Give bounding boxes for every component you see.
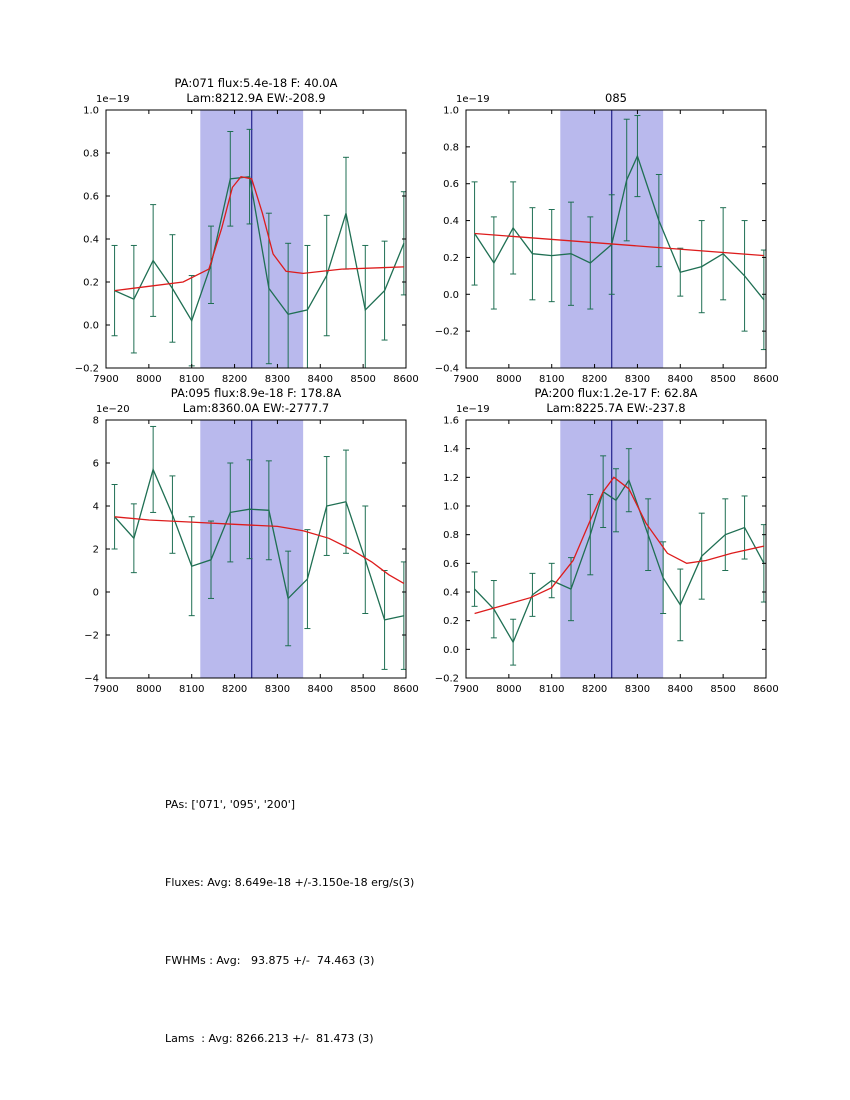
- svg-text:−0.2: −0.2: [435, 674, 459, 685]
- svg-text:1e−19: 1e−19: [96, 94, 130, 105]
- svg-text:0.8: 0.8: [83, 149, 99, 160]
- subplot-pa095-canvas: 7900 8000 8100 8200 8300 8400 8500 8600 −4 −2 0 2 4 6…: [84, 386, 418, 695]
- svg-text:0.0: 0.0: [443, 290, 459, 301]
- subplot-pa071-canvas: 7900 8000 8100 8200 8300 8400 8500 8600 −0.2 0.0 0…: [75, 76, 419, 385]
- subplot-pa071: 7900 8000 8100 8200 8300 8400 8500 8600 −0.2 0.0 0…: [40, 70, 420, 400]
- svg-text:1.2: 1.2: [443, 473, 459, 484]
- svg-text:0.8: 0.8: [443, 142, 459, 153]
- svg-text:PA:095 flux:8.9e-18 F: 178.8A: PA:095 flux:8.9e-18 F: 178.8A: [171, 386, 342, 400]
- svg-text:8400: 8400: [668, 684, 693, 695]
- svg-text:0.2: 0.2: [83, 278, 99, 289]
- svg-text:4: 4: [93, 502, 99, 513]
- svg-text:6: 6: [93, 459, 99, 470]
- svg-text:8100: 8100: [179, 374, 204, 385]
- svg-text:085: 085: [605, 91, 627, 105]
- svg-text:8: 8: [93, 416, 99, 427]
- summary-line-fwhms: FWHMs : Avg: 93.875 +/- 74.463 (3): [165, 954, 375, 967]
- svg-text:−0.4: −0.4: [435, 364, 459, 375]
- svg-text:0.6: 0.6: [443, 179, 459, 190]
- svg-text:0: 0: [93, 588, 99, 599]
- svg-text:8500: 8500: [350, 374, 375, 385]
- svg-text:0.6: 0.6: [83, 192, 99, 203]
- svg-text:−2: −2: [84, 631, 99, 642]
- svg-text:PA:071 flux:5.4e-18 F: 40.0A: PA:071 flux:5.4e-18 F: 40.0A: [174, 76, 337, 90]
- svg-text:0.8: 0.8: [443, 530, 459, 541]
- svg-text:8200: 8200: [582, 374, 607, 385]
- svg-text:0.0: 0.0: [443, 645, 459, 656]
- svg-text:8500: 8500: [350, 684, 375, 695]
- subplot-pa200: 7900 8000 8100 8200 8300 8400 8500 8600 −0.2 0.0 0…: [400, 380, 780, 710]
- summary-line-lams: Lams : Avg: 8266.213 +/- 81.473 (3): [165, 1032, 374, 1045]
- svg-text:7900: 7900: [453, 684, 478, 695]
- subplot-085: 7900 8000 8100 8200 8300 8400 8500 8600 −0.4 −0.2…: [400, 70, 780, 400]
- svg-text:8400: 8400: [668, 374, 693, 385]
- summary-line-pas: PAs: ['071', '095', '200']: [165, 798, 296, 811]
- svg-text:8400: 8400: [308, 374, 333, 385]
- svg-text:8600: 8600: [393, 374, 418, 385]
- svg-text:8100: 8100: [539, 374, 564, 385]
- svg-text:7900: 7900: [453, 374, 478, 385]
- svg-text:8000: 8000: [496, 374, 521, 385]
- svg-text:8400: 8400: [308, 684, 333, 695]
- svg-text:0.4: 0.4: [443, 216, 459, 227]
- svg-text:7900: 7900: [93, 684, 118, 695]
- svg-text:8600: 8600: [393, 684, 418, 695]
- svg-text:8200: 8200: [222, 684, 247, 695]
- svg-text:0.2: 0.2: [443, 253, 459, 264]
- svg-text:1.6: 1.6: [443, 416, 459, 427]
- svg-text:8600: 8600: [753, 684, 778, 695]
- svg-text:1e−19: 1e−19: [456, 404, 490, 415]
- svg-text:1.0: 1.0: [83, 106, 99, 117]
- svg-text:PA:200 flux:1.2e-17 F: 62.8A: PA:200 flux:1.2e-17 F: 62.8A: [534, 386, 697, 400]
- svg-text:1.0: 1.0: [443, 106, 459, 117]
- svg-text:0.2: 0.2: [443, 616, 459, 627]
- svg-text:0.4: 0.4: [83, 235, 99, 246]
- svg-text:8300: 8300: [265, 374, 290, 385]
- svg-text:8500: 8500: [710, 374, 735, 385]
- svg-text:8100: 8100: [539, 684, 564, 695]
- svg-text:8300: 8300: [265, 684, 290, 695]
- svg-text:8000: 8000: [136, 374, 161, 385]
- svg-text:8100: 8100: [179, 684, 204, 695]
- svg-text:8300: 8300: [625, 684, 650, 695]
- svg-text:1e−19: 1e−19: [456, 94, 490, 105]
- subplot-pa200-canvas: 7900 8000 8100 8200 8300 8400 8500 8600 −0.2 0.0 0…: [435, 386, 779, 695]
- svg-text:1.0: 1.0: [443, 502, 459, 513]
- svg-text:8200: 8200: [222, 374, 247, 385]
- svg-text:8500: 8500: [710, 684, 735, 695]
- svg-text:1e−20: 1e−20: [96, 404, 130, 415]
- svg-text:−0.2: −0.2: [435, 327, 459, 338]
- svg-text:Lam:8212.9A EW:-208.9: Lam:8212.9A EW:-208.9: [186, 91, 325, 105]
- summary-text-block: PAs: ['071', '095', '200'] Fluxes: Avg: …: [165, 740, 414, 1100]
- svg-text:0.4: 0.4: [443, 588, 459, 599]
- svg-text:0.6: 0.6: [443, 559, 459, 570]
- svg-text:0.0: 0.0: [83, 321, 99, 332]
- subplot-pa095: 7900 8000 8100 8200 8300 8400 8500 8600 −4 −2 0 2 4 6…: [40, 380, 420, 710]
- svg-text:8600: 8600: [753, 374, 778, 385]
- svg-text:7900: 7900: [93, 374, 118, 385]
- svg-text:Lam:8225.7A EW:-237.8: Lam:8225.7A EW:-237.8: [546, 401, 685, 415]
- svg-text:2: 2: [93, 545, 99, 556]
- svg-text:8200: 8200: [582, 684, 607, 695]
- summary-line-fluxes: Fluxes: Avg: 8.649e-18 +/-3.150e-18 erg/…: [165, 876, 415, 889]
- svg-text:8300: 8300: [625, 374, 650, 385]
- svg-text:−4: −4: [84, 674, 99, 685]
- svg-text:Lam:8360.0A EW:-2777.7: Lam:8360.0A EW:-2777.7: [183, 401, 330, 415]
- svg-text:1.4: 1.4: [443, 444, 459, 455]
- svg-text:−0.2: −0.2: [75, 364, 99, 375]
- subplot-085-canvas: 7900 8000 8100 8200 8300 8400 8500 8600 −0.4 −0.2…: [435, 91, 779, 385]
- svg-text:8000: 8000: [136, 684, 161, 695]
- svg-text:8000: 8000: [496, 684, 521, 695]
